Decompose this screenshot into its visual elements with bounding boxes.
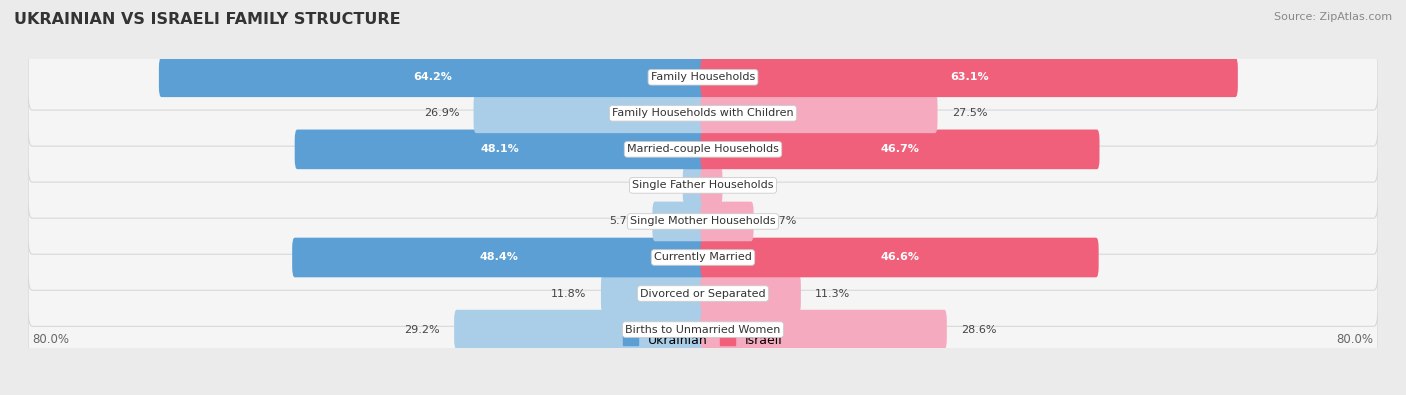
Text: 27.5%: 27.5% (952, 108, 987, 118)
Text: 11.3%: 11.3% (815, 288, 851, 299)
Text: 2.1%: 2.1% (640, 181, 668, 190)
Text: 63.1%: 63.1% (950, 72, 988, 82)
Text: 46.6%: 46.6% (880, 252, 920, 263)
Text: Family Households with Children: Family Households with Children (612, 108, 794, 118)
Text: Family Households: Family Households (651, 72, 755, 82)
FancyBboxPatch shape (600, 274, 706, 313)
FancyBboxPatch shape (700, 57, 1237, 97)
Text: Source: ZipAtlas.com: Source: ZipAtlas.com (1274, 12, 1392, 22)
FancyBboxPatch shape (28, 297, 1378, 362)
FancyBboxPatch shape (700, 130, 1099, 169)
FancyBboxPatch shape (700, 274, 801, 313)
FancyBboxPatch shape (700, 238, 1098, 277)
FancyBboxPatch shape (159, 57, 706, 97)
FancyBboxPatch shape (474, 94, 706, 133)
FancyBboxPatch shape (295, 130, 706, 169)
FancyBboxPatch shape (700, 310, 946, 350)
Text: 2.0%: 2.0% (737, 181, 765, 190)
Text: 46.7%: 46.7% (880, 144, 920, 154)
FancyBboxPatch shape (700, 201, 754, 241)
FancyBboxPatch shape (28, 261, 1378, 326)
FancyBboxPatch shape (454, 310, 706, 350)
Text: 29.2%: 29.2% (404, 325, 440, 335)
FancyBboxPatch shape (28, 189, 1378, 254)
FancyBboxPatch shape (292, 238, 706, 277)
Text: Single Father Households: Single Father Households (633, 181, 773, 190)
FancyBboxPatch shape (28, 152, 1378, 218)
Text: Currently Married: Currently Married (654, 252, 752, 263)
FancyBboxPatch shape (28, 81, 1378, 146)
FancyBboxPatch shape (700, 94, 938, 133)
Text: 28.6%: 28.6% (962, 325, 997, 335)
Text: 5.7%: 5.7% (768, 216, 796, 226)
FancyBboxPatch shape (28, 225, 1378, 290)
Text: Divorced or Separated: Divorced or Separated (640, 288, 766, 299)
Text: 48.1%: 48.1% (481, 144, 519, 154)
Text: Married-couple Households: Married-couple Households (627, 144, 779, 154)
FancyBboxPatch shape (652, 201, 706, 241)
Text: 48.4%: 48.4% (479, 252, 519, 263)
FancyBboxPatch shape (683, 166, 706, 205)
FancyBboxPatch shape (700, 166, 723, 205)
Text: Births to Unmarried Women: Births to Unmarried Women (626, 325, 780, 335)
Text: 80.0%: 80.0% (1337, 333, 1374, 346)
Text: UKRAINIAN VS ISRAELI FAMILY STRUCTURE: UKRAINIAN VS ISRAELI FAMILY STRUCTURE (14, 12, 401, 27)
Legend: Ukrainian, Israeli: Ukrainian, Israeli (623, 334, 783, 347)
Text: 80.0%: 80.0% (32, 333, 69, 346)
Text: 64.2%: 64.2% (413, 72, 451, 82)
Text: 26.9%: 26.9% (423, 108, 460, 118)
FancyBboxPatch shape (28, 45, 1378, 110)
FancyBboxPatch shape (28, 117, 1378, 182)
Text: 5.7%: 5.7% (610, 216, 638, 226)
Text: 11.8%: 11.8% (551, 288, 586, 299)
Text: Single Mother Households: Single Mother Households (630, 216, 776, 226)
